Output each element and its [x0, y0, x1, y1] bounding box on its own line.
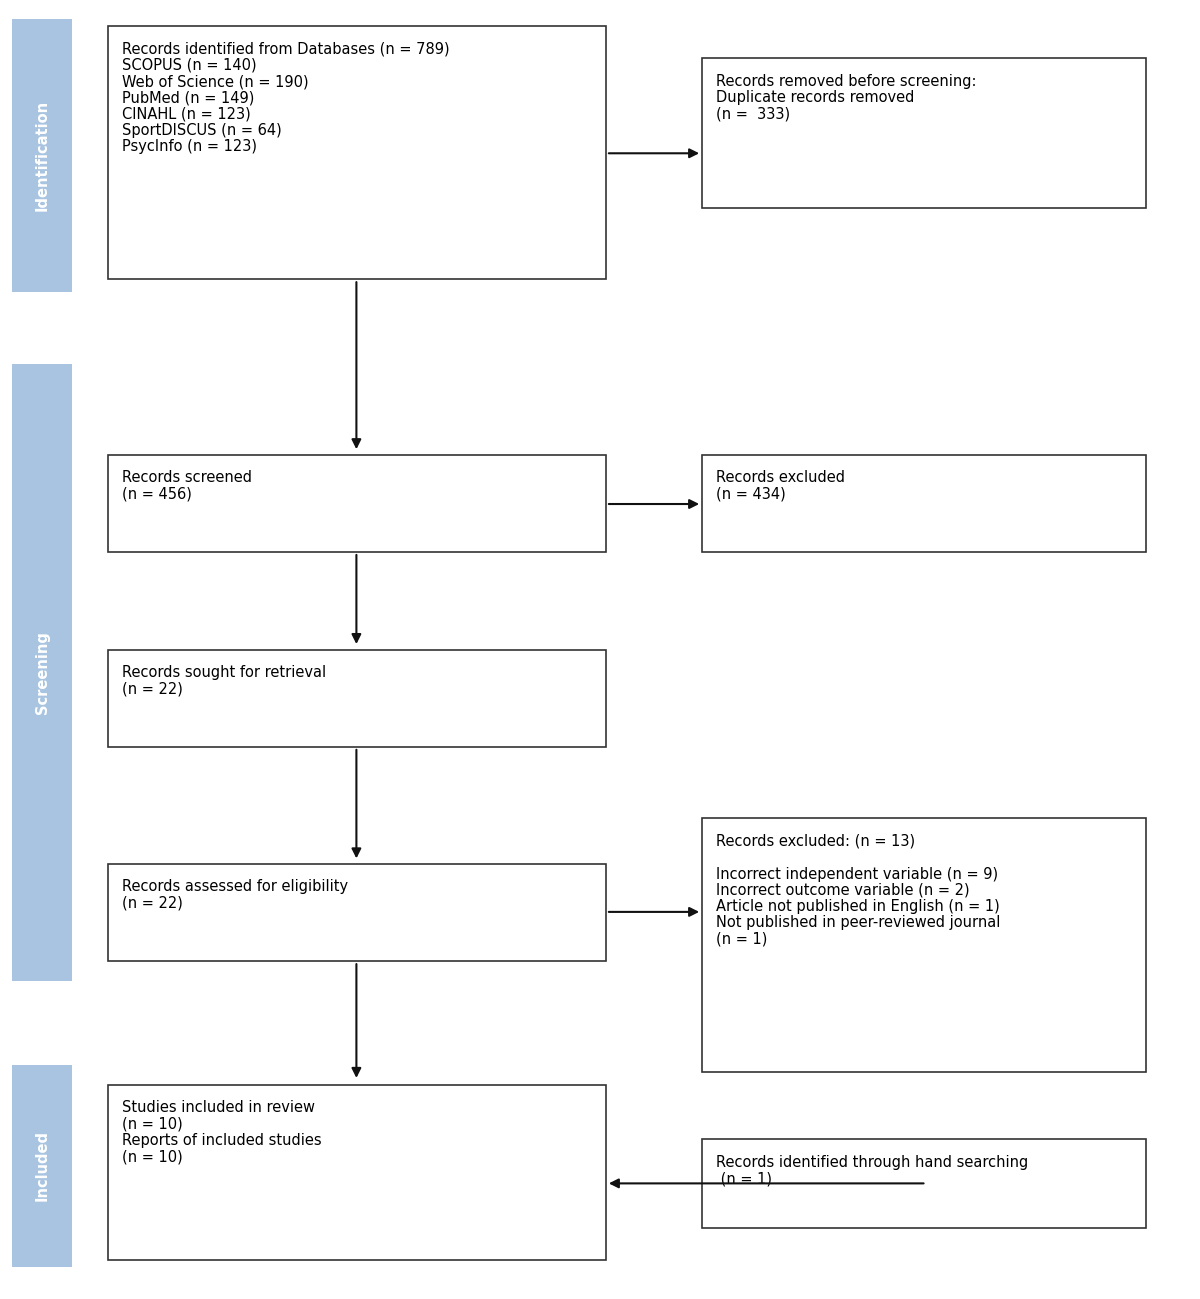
FancyBboxPatch shape: [702, 58, 1146, 208]
Text: Incorrect outcome variable (n = 2): Incorrect outcome variable (n = 2): [716, 883, 970, 898]
Text: Included: Included: [35, 1130, 49, 1202]
Text: SportDISCUS (n = 64): SportDISCUS (n = 64): [122, 123, 282, 138]
Text: PubMed (n = 149): PubMed (n = 149): [122, 91, 254, 105]
FancyBboxPatch shape: [702, 818, 1146, 1072]
Text: SCOPUS (n = 140): SCOPUS (n = 140): [122, 58, 257, 73]
Text: (n = 1): (n = 1): [716, 1172, 773, 1186]
Text: Incorrect independent variable (n = 9): Incorrect independent variable (n = 9): [716, 866, 998, 882]
FancyBboxPatch shape: [702, 1139, 1146, 1228]
FancyBboxPatch shape: [12, 364, 72, 981]
Text: Records identified from Databases (n = 789): Records identified from Databases (n = 7…: [122, 42, 450, 57]
FancyBboxPatch shape: [108, 864, 606, 961]
Text: (n = 434): (n = 434): [716, 487, 786, 501]
Text: (n = 456): (n = 456): [122, 487, 192, 501]
FancyBboxPatch shape: [702, 455, 1146, 552]
Text: (n = 1): (n = 1): [716, 931, 768, 947]
Text: PsycInfo (n = 123): PsycInfo (n = 123): [122, 139, 257, 155]
FancyBboxPatch shape: [108, 1085, 606, 1260]
FancyBboxPatch shape: [108, 26, 606, 279]
Text: Duplicate records removed: Duplicate records removed: [716, 91, 914, 105]
Text: (n =  333): (n = 333): [716, 107, 791, 122]
Text: Screening: Screening: [35, 631, 49, 713]
FancyBboxPatch shape: [12, 19, 72, 292]
Text: Identification: Identification: [35, 100, 49, 212]
Text: Not published in peer-reviewed journal: Not published in peer-reviewed journal: [716, 916, 1001, 930]
Text: (n = 22): (n = 22): [122, 896, 184, 911]
Text: (n = 22): (n = 22): [122, 682, 184, 696]
Text: (n = 10): (n = 10): [122, 1150, 184, 1164]
FancyBboxPatch shape: [108, 455, 606, 552]
Text: Records removed before screening:: Records removed before screening:: [716, 74, 977, 90]
Text: Article not published in English (n = 1): Article not published in English (n = 1): [716, 899, 1000, 914]
Text: Records excluded: Records excluded: [716, 470, 845, 486]
FancyBboxPatch shape: [108, 650, 606, 747]
Text: (n = 10): (n = 10): [122, 1117, 184, 1131]
Text: Reports of included studies: Reports of included studies: [122, 1133, 322, 1148]
Text: CINAHL (n = 123): CINAHL (n = 123): [122, 107, 251, 122]
Text: Records sought for retrieval: Records sought for retrieval: [122, 665, 326, 681]
Text: Records screened: Records screened: [122, 470, 252, 486]
Text: Records identified through hand searching: Records identified through hand searchin…: [716, 1155, 1028, 1170]
Text: Web of Science (n = 190): Web of Science (n = 190): [122, 74, 310, 90]
FancyBboxPatch shape: [12, 1065, 72, 1267]
Text: Records assessed for eligibility: Records assessed for eligibility: [122, 879, 348, 895]
Text: Records excluded: (n = 13): Records excluded: (n = 13): [716, 834, 916, 850]
Text: Studies included in review: Studies included in review: [122, 1100, 316, 1116]
